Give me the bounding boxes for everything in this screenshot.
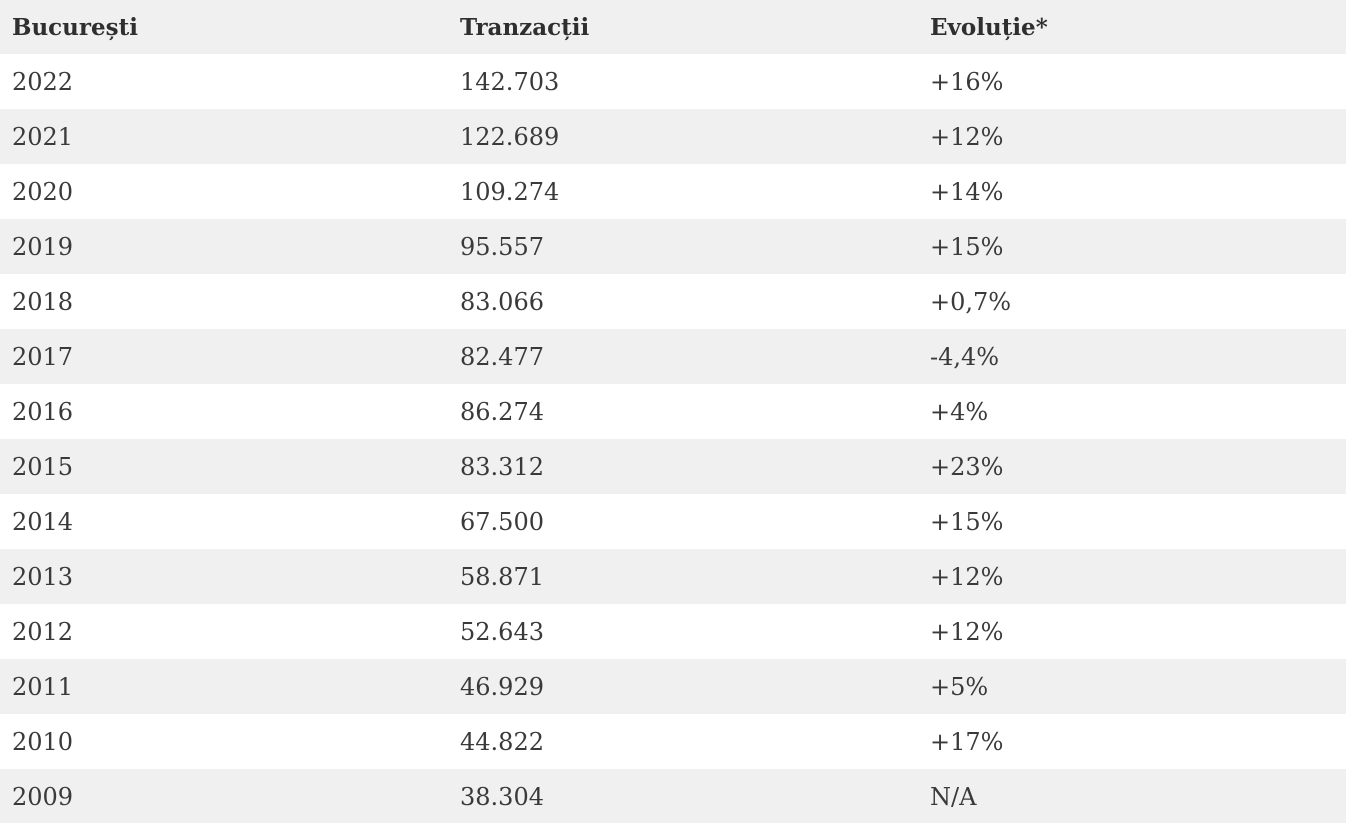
cell-transactions: 109.274 — [448, 164, 918, 219]
cell-evolution: +15% — [918, 494, 1346, 549]
table-row: 2020 109.274 +14% — [0, 164, 1346, 219]
cell-evolution: N/A — [918, 769, 1346, 823]
cell-evolution: +12% — [918, 604, 1346, 659]
column-header-city: București — [0, 0, 448, 54]
table-row: 2021 122.689 +12% — [0, 109, 1346, 164]
cell-transactions: 95.557 — [448, 219, 918, 274]
table-row: 2014 67.500 +15% — [0, 494, 1346, 549]
table-header: București Tranzacții Evoluție* — [0, 0, 1346, 54]
column-header-evolution: Evoluție* — [918, 0, 1346, 54]
table-row: 2022 142.703 +16% — [0, 54, 1346, 109]
cell-transactions: 38.304 — [448, 769, 918, 823]
cell-transactions: 58.871 — [448, 549, 918, 604]
cell-evolution: +16% — [918, 54, 1346, 109]
table-row: 2018 83.066 +0,7% — [0, 274, 1346, 329]
table-row: 2012 52.643 +12% — [0, 604, 1346, 659]
cell-evolution: +12% — [918, 109, 1346, 164]
cell-year: 2021 — [0, 109, 448, 164]
table-row: 2010 44.822 +17% — [0, 714, 1346, 769]
cell-transactions: 142.703 — [448, 54, 918, 109]
header-row: București Tranzacții Evoluție* — [0, 0, 1346, 54]
cell-transactions: 67.500 — [448, 494, 918, 549]
column-header-transactions: Tranzacții — [448, 0, 918, 54]
table-row: 2016 86.274 +4% — [0, 384, 1346, 439]
cell-evolution: +17% — [918, 714, 1346, 769]
cell-evolution: +14% — [918, 164, 1346, 219]
cell-evolution: +5% — [918, 659, 1346, 714]
cell-transactions: 83.066 — [448, 274, 918, 329]
cell-year: 2018 — [0, 274, 448, 329]
table-row: 2013 58.871 +12% — [0, 549, 1346, 604]
cell-year: 2015 — [0, 439, 448, 494]
table-row: 2017 82.477 -4,4% — [0, 329, 1346, 384]
cell-transactions: 86.274 — [448, 384, 918, 439]
table-body: 2022 142.703 +16% 2021 122.689 +12% 2020 109.27… — [0, 54, 1346, 823]
table-row: 2009 38.304 N/A — [0, 769, 1346, 823]
cell-transactions: 122.689 — [448, 109, 918, 164]
cell-year: 2012 — [0, 604, 448, 659]
cell-evolution: +4% — [918, 384, 1346, 439]
table-row: 2015 83.312 +23% — [0, 439, 1346, 494]
table-row: 2019 95.557 +15% — [0, 219, 1346, 274]
cell-year: 2017 — [0, 329, 448, 384]
cell-transactions: 46.929 — [448, 659, 918, 714]
cell-year: 2019 — [0, 219, 448, 274]
cell-year: 2009 — [0, 769, 448, 823]
cell-year: 2014 — [0, 494, 448, 549]
cell-year: 2010 — [0, 714, 448, 769]
cell-transactions: 44.822 — [448, 714, 918, 769]
cell-year: 2011 — [0, 659, 448, 714]
cell-evolution: +0,7% — [918, 274, 1346, 329]
cell-year: 2022 — [0, 54, 448, 109]
cell-transactions: 83.312 — [448, 439, 918, 494]
cell-evolution: +15% — [918, 219, 1346, 274]
cell-year: 2016 — [0, 384, 448, 439]
table-row: 2011 46.929 +5% — [0, 659, 1346, 714]
cell-transactions: 52.643 — [448, 604, 918, 659]
cell-evolution: +12% — [918, 549, 1346, 604]
cell-evolution: +23% — [918, 439, 1346, 494]
cell-evolution: -4,4% — [918, 329, 1346, 384]
cell-year: 2020 — [0, 164, 448, 219]
cell-transactions: 82.477 — [448, 329, 918, 384]
cell-year: 2013 — [0, 549, 448, 604]
